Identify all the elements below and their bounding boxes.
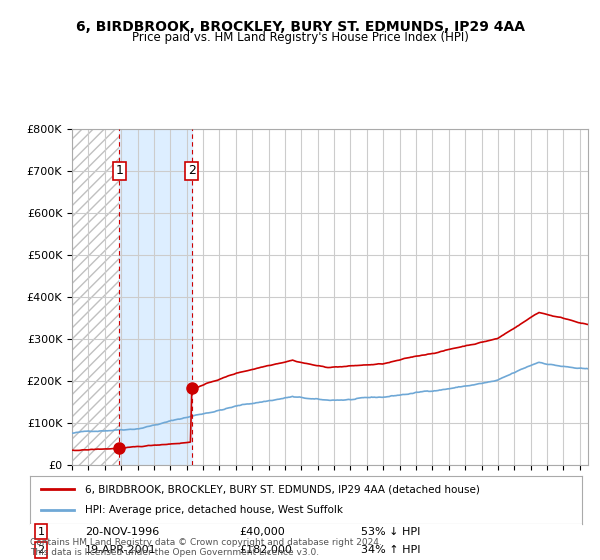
Text: 53% ↓ HPI: 53% ↓ HPI [361,526,421,536]
Text: 2: 2 [37,545,44,555]
Text: 19-APR-2001: 19-APR-2001 [85,545,157,555]
Text: 1: 1 [38,526,44,536]
Text: HPI: Average price, detached house, West Suffolk: HPI: Average price, detached house, West… [85,505,343,515]
Text: £40,000: £40,000 [240,526,286,536]
Text: Contains HM Land Registry data © Crown copyright and database right 2024.
This d: Contains HM Land Registry data © Crown c… [30,538,382,557]
Text: 20-NOV-1996: 20-NOV-1996 [85,526,160,536]
Text: £182,000: £182,000 [240,545,293,555]
Bar [119,129,191,465]
Text: 6, BIRDBROOK, BROCKLEY, BURY ST. EDMUNDS, IP29 4AA: 6, BIRDBROOK, BROCKLEY, BURY ST. EDMUNDS… [76,20,524,34]
Text: 6, BIRDBROOK, BROCKLEY, BURY ST. EDMUNDS, IP29 4AA (detached house): 6, BIRDBROOK, BROCKLEY, BURY ST. EDMUNDS… [85,484,480,494]
Text: Price paid vs. HM Land Registry's House Price Index (HPI): Price paid vs. HM Land Registry's House … [131,31,469,44]
Bar [191,129,588,465]
Bar [72,129,119,465]
Text: 2: 2 [188,164,196,178]
Text: 34% ↑ HPI: 34% ↑ HPI [361,545,421,555]
Text: 1: 1 [115,164,123,178]
